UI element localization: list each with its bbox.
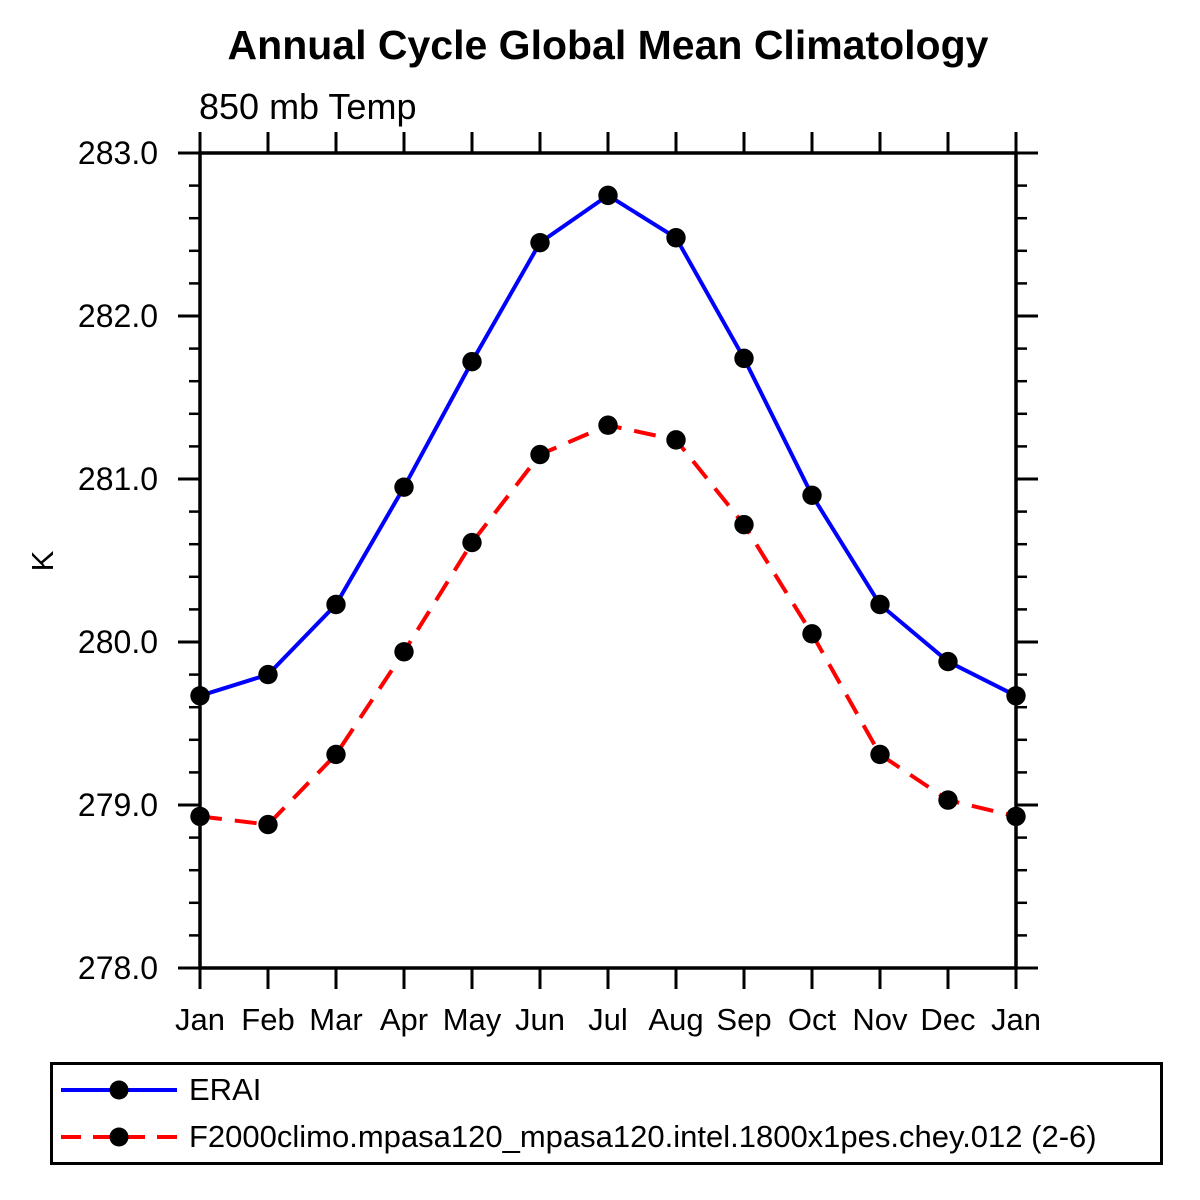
y-tick-label: 280.0 bbox=[78, 624, 158, 660]
data-point-marker bbox=[530, 232, 550, 253]
model-legend-marker bbox=[109, 1127, 129, 1147]
x-tick-label: Apr bbox=[380, 1002, 428, 1037]
chart-subtitle: 850 mb Temp bbox=[199, 86, 417, 127]
plot-area: Jan Feb Mar Apr May Jun Jul Aug Sep Oct Nov Dec Jan 2… bbox=[78, 132, 1041, 1037]
data-point-marker bbox=[1006, 806, 1026, 827]
legend-item-model: F2000climo.mpasa120_mpasa120.intel.1800x… bbox=[53, 1115, 1160, 1159]
data-point-marker bbox=[1006, 686, 1026, 706]
data-point-marker bbox=[530, 444, 550, 465]
series-line-0 bbox=[199, 192, 1017, 698]
plot-box bbox=[198, 151, 1018, 970]
data-point-marker bbox=[462, 351, 482, 372]
data-point-marker bbox=[258, 814, 278, 835]
erai-line-sample bbox=[61, 1080, 177, 1100]
x-tick-label: Mar bbox=[309, 1002, 362, 1037]
chart-title: Annual Cycle Global Mean Climatology bbox=[227, 22, 989, 68]
data-point-marker bbox=[734, 348, 754, 369]
x-tick-label: Jun bbox=[515, 1002, 565, 1037]
legend-item-erai: ERAI bbox=[53, 1068, 1160, 1112]
data-point-marker bbox=[598, 185, 618, 206]
model-line-sample bbox=[61, 1127, 177, 1147]
data-point-marker bbox=[938, 651, 958, 672]
data-point-marker bbox=[870, 594, 890, 615]
legend: ERAI F2000climo.mpasa120_mpasa120.intel.… bbox=[50, 1062, 1163, 1165]
data-point-marker bbox=[802, 624, 822, 644]
data-point-marker bbox=[870, 744, 890, 765]
data-point-marker bbox=[326, 594, 346, 615]
legend-label-erai: ERAI bbox=[189, 1072, 262, 1107]
y-tick-label: 283.0 bbox=[78, 135, 158, 171]
data-point-marker bbox=[326, 744, 346, 765]
series-line-1 bbox=[199, 423, 1017, 827]
erai-legend-marker bbox=[109, 1080, 129, 1100]
data-point-marker bbox=[394, 642, 414, 662]
data-point-marker bbox=[938, 790, 958, 810]
data-point-marker bbox=[666, 430, 686, 450]
data-point-marker bbox=[734, 514, 754, 535]
legend-label-model: F2000climo.mpasa120_mpasa120.intel.1800x… bbox=[189, 1119, 1097, 1154]
x-tick-label: Feb bbox=[241, 1002, 294, 1037]
data-point-marker bbox=[394, 477, 414, 497]
x-tick-label: Aug bbox=[648, 1002, 703, 1037]
data-point-marker bbox=[190, 806, 210, 827]
x-tick-label: May bbox=[443, 1002, 502, 1037]
data-point-marker bbox=[190, 686, 210, 706]
data-point-marker bbox=[666, 228, 686, 248]
y-tick-label: 279.0 bbox=[78, 787, 158, 823]
data-point-marker bbox=[462, 532, 482, 553]
x-tick-label: Sep bbox=[716, 1002, 771, 1037]
x-tick-label: Oct bbox=[788, 1002, 837, 1037]
x-tick-label: Dec bbox=[920, 1002, 975, 1037]
data-point-marker bbox=[802, 485, 822, 505]
data-point-marker bbox=[598, 415, 618, 435]
y-tick-label: 278.0 bbox=[78, 950, 158, 986]
data-point-marker bbox=[258, 664, 278, 685]
x-tick-label: Jul bbox=[588, 1002, 628, 1037]
x-tick-label: Nov bbox=[852, 1002, 908, 1037]
x-tick-label: Jan bbox=[175, 1002, 225, 1037]
y-tick-label: 282.0 bbox=[78, 298, 158, 334]
y-tick-label: 281.0 bbox=[78, 461, 158, 497]
x-tick-label: Jan bbox=[991, 1002, 1041, 1037]
